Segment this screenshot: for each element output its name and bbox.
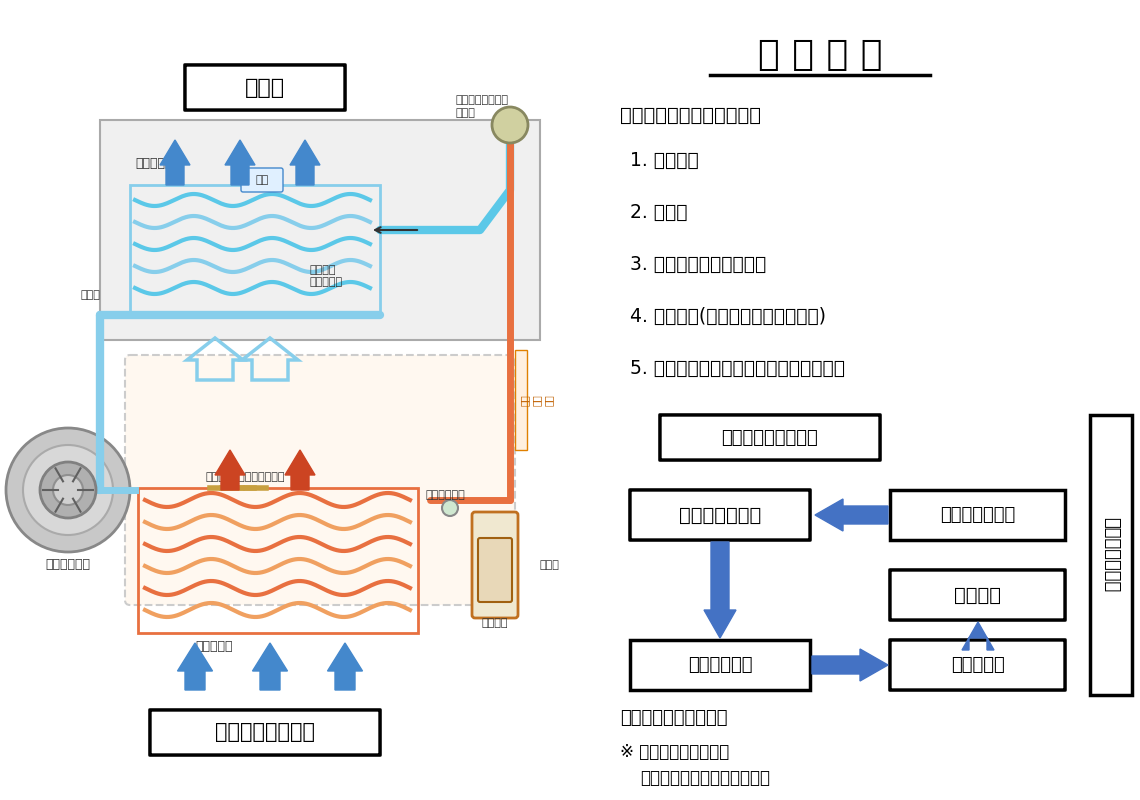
Text: コンデンサ: コンデンサ <box>195 640 233 653</box>
Polygon shape <box>285 450 315 490</box>
Bar <box>1090 415 1132 695</box>
Text: エキパン: エキパン <box>954 586 1001 605</box>
Text: エバボレータ: エバボレータ <box>135 157 180 170</box>
Text: コンプレッサ: コンプレッサ <box>46 558 90 571</box>
Text: 4. 異常高圧(コンデンサー・ファン): 4. 異常高圧(コンデンサー・ファン) <box>630 306 826 326</box>
Polygon shape <box>962 622 994 650</box>
Text: 点 検 内 容: 点 検 内 容 <box>758 38 882 72</box>
Circle shape <box>442 500 458 516</box>
Text: 2. つまり: 2. つまり <box>630 202 687 222</box>
Text: 3. 電気回路システム故障: 3. 電気回路システム故障 <box>630 254 766 274</box>
FancyBboxPatch shape <box>478 538 512 602</box>
Text: 高温
高圧
ガス: 高温 高圧 ガス <box>520 394 553 406</box>
FancyBboxPatch shape <box>890 640 1065 690</box>
Bar <box>515 350 527 450</box>
Polygon shape <box>225 140 255 185</box>
Bar <box>630 640 811 690</box>
Text: エキスパンション
バルブ: エキスパンション バルブ <box>455 95 508 118</box>
Text: 1. ガス漏れ: 1. ガス漏れ <box>630 150 699 170</box>
Text: レシーバー: レシーバー <box>951 656 1004 674</box>
Text: 低温低圧
霧状の冷媒: 低温低圧 霧状の冷媒 <box>310 265 343 287</box>
Circle shape <box>40 462 96 518</box>
Bar <box>130 185 380 315</box>
Text: 極熱筒: 極熱筒 <box>80 290 100 300</box>
Text: コンデンサー: コンデンサー <box>687 656 752 674</box>
FancyBboxPatch shape <box>125 355 515 605</box>
Text: レシーバ: レシーバ <box>482 618 508 628</box>
Text: 冷風: 冷風 <box>255 175 269 185</box>
Polygon shape <box>160 140 190 185</box>
Polygon shape <box>327 643 363 690</box>
Polygon shape <box>252 643 287 690</box>
Polygon shape <box>290 140 320 185</box>
Text: エバポレーター: エバポレーター <box>939 506 1015 524</box>
FancyBboxPatch shape <box>241 168 283 192</box>
FancyBboxPatch shape <box>660 415 880 460</box>
Text: コンプレッサー: コンプレッサー <box>679 506 762 525</box>
Text: ※ 尚、修理をする場合: ※ 尚、修理をする場合 <box>620 743 730 761</box>
Bar <box>100 120 540 340</box>
Polygon shape <box>815 499 888 531</box>
Text: エアコン操作パネル: エアコン操作パネル <box>722 429 819 446</box>
FancyBboxPatch shape <box>890 570 1065 620</box>
Text: エンジンルーム側: エンジンルーム側 <box>215 722 315 742</box>
Text: プロアユニット: プロアユニット <box>1102 518 1119 593</box>
Polygon shape <box>812 649 888 681</box>
Text: サイトグラス: サイトグラス <box>425 490 465 500</box>
Polygon shape <box>178 643 212 690</box>
Text: エンジンクーリングファン: エンジンクーリングファン <box>205 472 285 482</box>
Text: 各診断料がかかります。: 各診断料がかかります。 <box>640 769 770 787</box>
Circle shape <box>52 475 83 505</box>
FancyBboxPatch shape <box>630 490 811 540</box>
Circle shape <box>492 107 528 143</box>
FancyBboxPatch shape <box>185 65 345 110</box>
FancyBboxPatch shape <box>150 710 380 755</box>
Circle shape <box>6 428 130 552</box>
Polygon shape <box>705 542 736 638</box>
Text: 以上、点検内容です。: 以上、点検内容です。 <box>620 709 727 727</box>
Text: 今回のお客様のお車の症状: 今回のお客様のお車の症状 <box>620 106 762 125</box>
Circle shape <box>23 445 113 535</box>
Text: 乾燥剤: 乾燥剤 <box>540 560 560 570</box>
Bar <box>890 490 1065 540</box>
FancyBboxPatch shape <box>472 512 518 618</box>
Text: 車内側: 車内側 <box>245 78 285 98</box>
Bar <box>138 488 418 633</box>
Text: 5. コンプレッサーの圧縮不良、焼き付き: 5. コンプレッサーの圧縮不良、焼き付き <box>630 358 845 378</box>
Polygon shape <box>215 450 245 490</box>
